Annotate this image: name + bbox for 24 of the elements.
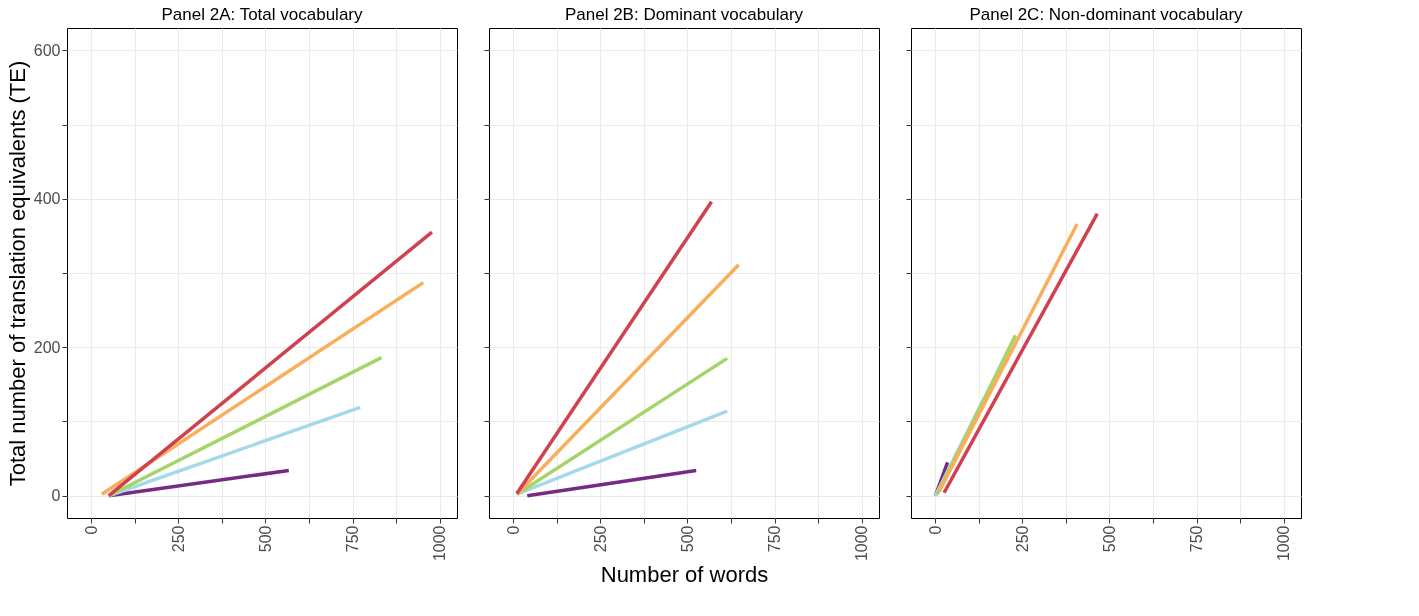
x-tick-label: 0 <box>926 525 944 535</box>
x-tick-label: 1000 <box>853 525 871 562</box>
x-tick-label: 750 <box>344 525 362 553</box>
x-axis-title: Number of words <box>600 562 769 588</box>
x-tick-label: 500 <box>678 525 696 553</box>
x-tick-label: 0 <box>504 525 522 535</box>
x-tick-label: 750 <box>766 525 784 553</box>
x-tick-label: 250 <box>1013 525 1031 553</box>
x-tick-label: 250 <box>591 525 609 553</box>
y-tick-label: 400 <box>33 190 61 208</box>
x-tick-label: 1000 <box>431 525 449 562</box>
y-tick-label: 600 <box>33 41 61 59</box>
x-tick-label: 1000 <box>1275 525 1293 562</box>
y-tick-label: 200 <box>33 338 61 356</box>
chart-title: Panel 2C: Non-dominant vocabulary <box>969 5 1244 24</box>
x-tick-label: 0 <box>82 525 100 535</box>
x-tick-label: 750 <box>1188 525 1206 553</box>
chart-title: Panel 2A: Total vocabulary <box>161 5 363 24</box>
x-tick-label: 500 <box>256 525 274 553</box>
x-tick-label: 250 <box>169 525 187 553</box>
y-axis-title: Total number of translation equivalents (TE) <box>4 60 30 487</box>
y-tick-label: 0 <box>51 487 61 505</box>
chart-title: Panel 2B: Dominant vocabulary <box>564 5 804 24</box>
x-tick-label: 500 <box>1100 525 1118 553</box>
